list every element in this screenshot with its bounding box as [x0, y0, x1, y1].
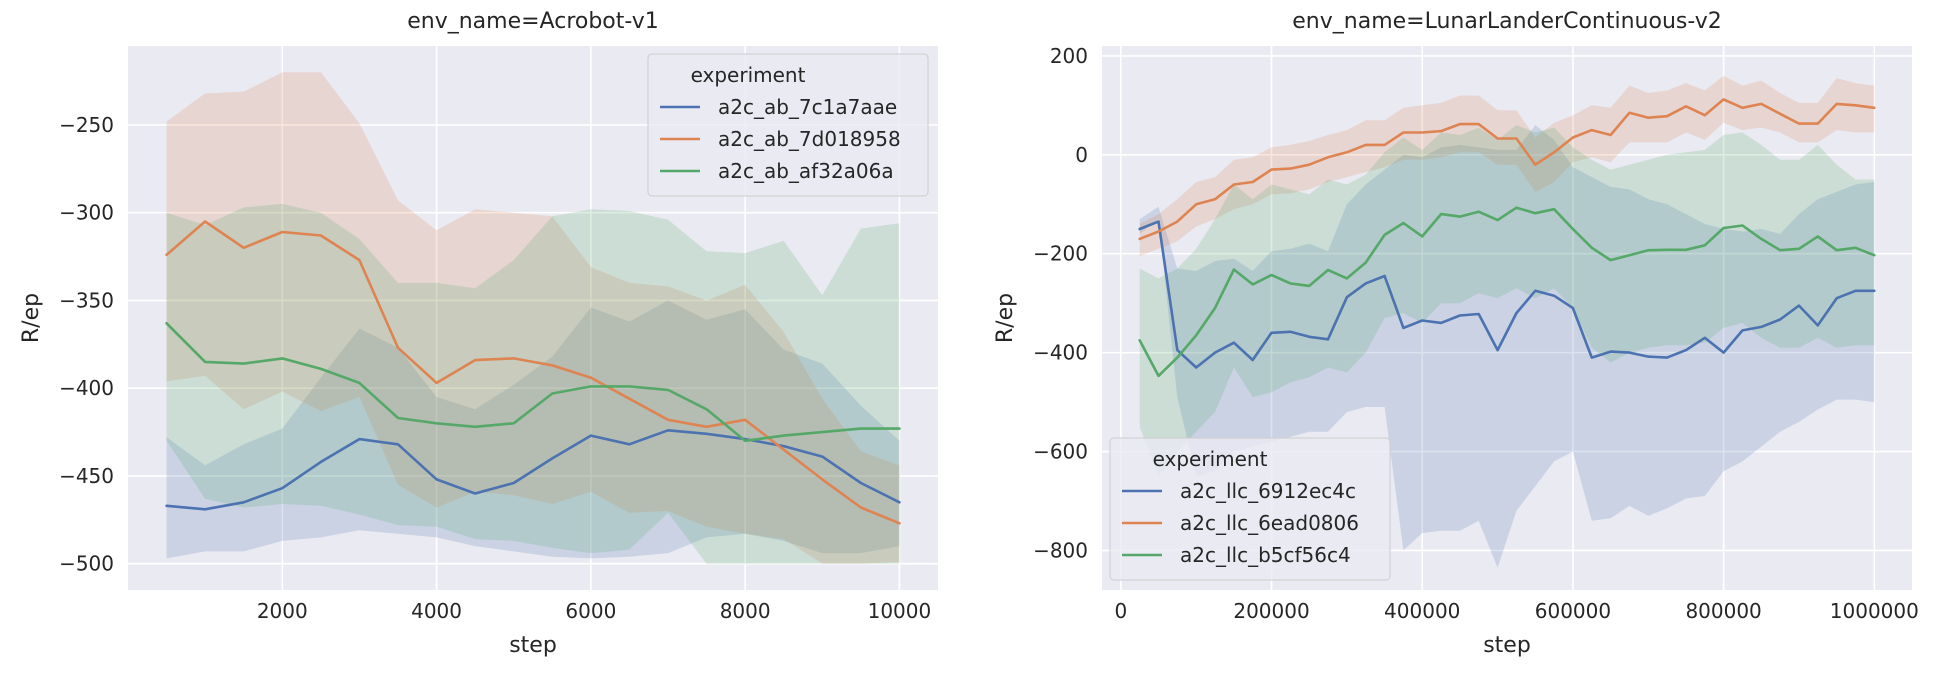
series-line-a2c_llc_6912ec4c: [1138, 220, 1876, 369]
series-line-a2c_llc_6ead0806: [1138, 98, 1876, 241]
legend-entry-label: a2c_ab_7d018958: [718, 127, 901, 151]
y-tick-label: −200: [1033, 242, 1088, 266]
legend-box: [1109, 437, 1391, 581]
x-tick-label: 0: [1114, 599, 1127, 623]
legend-box: [647, 53, 929, 197]
confidence-band-a2c_ab_7c1a7aae: [166, 300, 900, 559]
legend-title: experiment: [691, 63, 806, 87]
series-line-a2c_ab_af32a06a: [165, 321, 901, 443]
x-tick-label: 10000: [868, 599, 932, 623]
chart-title: env_name=LunarLanderContinuous-v2: [1292, 9, 1721, 34]
x-tick-label: 1000000: [1830, 599, 1919, 623]
y-tick-label: −400: [1033, 341, 1088, 365]
legend-entry-label: a2c_llc_b5cf56c4: [1180, 543, 1351, 567]
x-tick-label: 400000: [1384, 599, 1460, 623]
x-tick-labels: 0 200000 400000 600000 800000 1000000: [1114, 599, 1918, 623]
x-tick-label: 6000: [565, 599, 616, 623]
y-tick-label: −800: [1033, 538, 1088, 562]
series-line-a2c_ab_7d018958: [165, 220, 901, 525]
x-tick-label: 200000: [1233, 599, 1309, 623]
y-tick-labels: −500 −450 −400 −350 −300 −250: [59, 113, 114, 576]
y-tick-label: −300: [59, 201, 114, 225]
confidence-band-a2c_llc_6912ec4c: [1139, 125, 1875, 568]
x-tick-label: 800000: [1685, 599, 1761, 623]
series-line-a2c_llc_b5cf56c4: [1138, 206, 1876, 378]
y-tick-label: −250: [59, 113, 114, 137]
subplot-lunarlander: 0 200000 400000 600000 800000 1000000 −800 −60…: [993, 9, 1919, 658]
legend-title: experiment: [1153, 447, 1268, 471]
confidence-bands: [166, 72, 900, 564]
confidence-band-a2c_llc_b5cf56c4: [1139, 125, 1875, 477]
y-tick-label: 0: [1075, 143, 1088, 167]
legend-entries: a2c_llc_6912ec4c a2c_llc_6ead0806 a2c_llc_…: [1122, 479, 1359, 567]
confidence-band-a2c_ab_af32a06a: [166, 203, 900, 564]
legend-entry-label: a2c_llc_6ead0806: [1180, 511, 1359, 535]
x-axis-label: step: [509, 633, 557, 658]
subplot-acrobot: 2000 4000 6000 8000 10000 −500 −450 −400 −350 −3…: [19, 9, 938, 658]
x-tick-label: 4000: [411, 599, 462, 623]
confidence-bands: [1139, 75, 1875, 568]
legend-entry-label: a2c_llc_6912ec4c: [1180, 479, 1356, 503]
confidence-band-a2c_llc_6ead0806: [1139, 75, 1875, 257]
series-lines: [165, 220, 901, 525]
y-tick-label: −400: [59, 376, 114, 400]
chart-title: env_name=Acrobot-v1: [407, 9, 659, 34]
legend: experiment a2c_llc_6912ec4c a2c_llc_6ead0…: [1109, 437, 1391, 581]
y-axis-label: R/ep: [19, 293, 44, 343]
x-axis-label: step: [1483, 633, 1531, 658]
y-tick-label: −450: [59, 464, 114, 488]
legend: experiment a2c_ab_7c1a7aae a2c_ab_7d01895…: [647, 53, 929, 197]
legend-entry-label: a2c_ab_7c1a7aae: [718, 95, 897, 119]
y-tick-label: −350: [59, 288, 114, 312]
x-tick-labels: 2000 4000 6000 8000 10000: [257, 599, 931, 623]
confidence-band-a2c_ab_7d018958: [166, 72, 900, 564]
y-tick-label: 200: [1050, 44, 1088, 68]
x-tick-label: 2000: [257, 599, 308, 623]
y-tick-label: −600: [1033, 440, 1088, 464]
y-tick-labels: −800 −600 −400 −200 0 200: [1033, 44, 1088, 563]
y-axis-label: R/ep: [993, 293, 1018, 343]
x-tick-label: 8000: [720, 599, 771, 623]
series-lines: [1138, 98, 1876, 378]
legend-entry-label: a2c_ab_af32a06a: [718, 159, 894, 183]
x-tick-label: 600000: [1535, 599, 1611, 623]
y-tick-label: −500: [59, 552, 114, 576]
legend-entries: a2c_ab_7c1a7aae a2c_ab_7d018958 a2c_ab_af3…: [660, 95, 901, 183]
